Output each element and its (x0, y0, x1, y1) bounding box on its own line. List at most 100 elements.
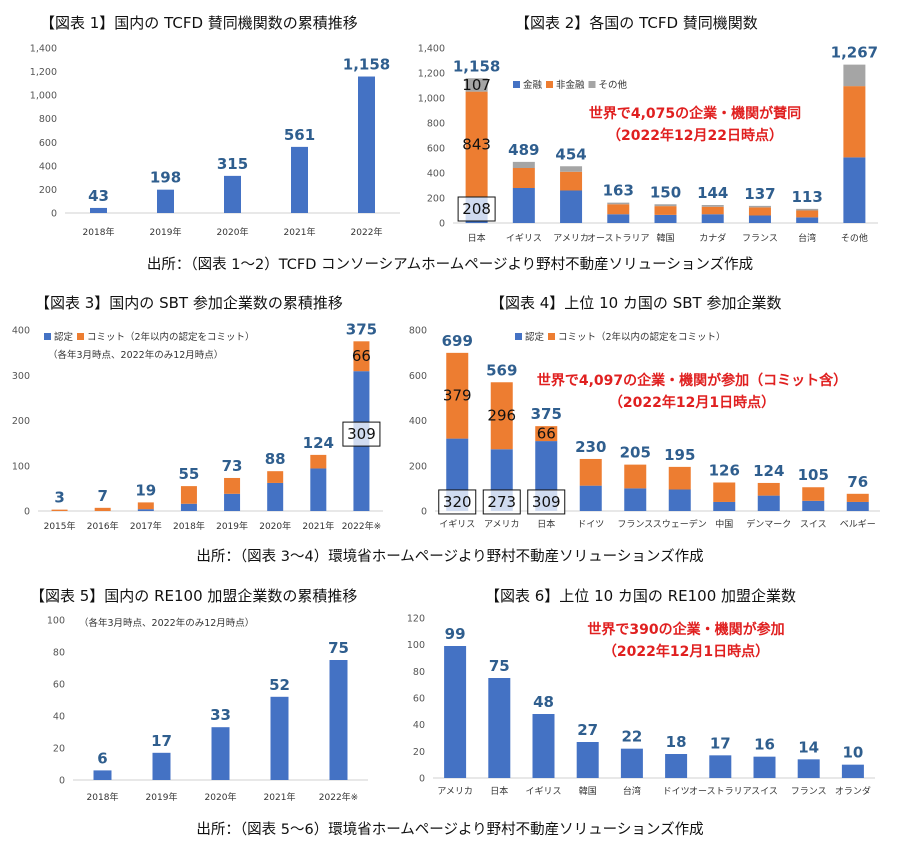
bar-segment (748, 207, 771, 216)
bar (620, 748, 643, 778)
x-tick-label: 日本 (468, 232, 486, 244)
legend-label: 認定 (525, 331, 545, 343)
data-label: 489 (508, 141, 539, 159)
bar-segment (267, 471, 284, 483)
bar (576, 742, 599, 778)
bar-segment (668, 489, 691, 511)
chart2-svg: 0 200 400 600 800 1,000 1,200 1,400 日本 イギリス アメリカオー… (418, 44, 878, 245)
annotation-text: 世界で4,075の企業・機関が賛同 (589, 105, 801, 122)
inner-label-box (527, 489, 566, 515)
x-tick-label: 韓国 (656, 233, 674, 244)
bar-segment (796, 217, 819, 223)
legend-swatch (77, 333, 84, 340)
y-tick-label: 120 (407, 614, 425, 625)
x-tick-label: 2022年※ (319, 791, 358, 803)
y-tick-label: 0 (59, 776, 65, 787)
data-label: 454 (555, 145, 586, 163)
bar-segment (802, 500, 825, 511)
bar (93, 770, 112, 780)
x-tick-label: アメリカ (437, 786, 473, 797)
bar-segment (446, 352, 469, 439)
y-tick-label: 0 (24, 507, 30, 518)
bar-segment (94, 507, 111, 511)
bar (797, 759, 820, 778)
legend-label: コミット（2年以内の認定をコミット） (558, 331, 726, 343)
inner-data-label: 309 (532, 493, 561, 511)
data-label: 16 (754, 736, 775, 754)
source-note-2: 出所：（図表 3～4）環境省ホームページより野村不動産ソリューションズ作成 (196, 549, 704, 565)
x-tick-label: アメリカ (553, 233, 589, 244)
chart2-title: 【図表 2】各国の TCFD 賛同機関数 (515, 14, 758, 32)
legend-swatch (546, 81, 553, 88)
chart4-svg: 0 200 400 600 800 イギリス アメリカ 日本 ドイツ フランス スウェーデン 中国 デン… (409, 326, 880, 530)
y-tick-label: 20 (413, 747, 425, 758)
legend-swatch (548, 333, 555, 340)
x-tick-label: スイス (751, 787, 778, 797)
bar (329, 660, 348, 780)
bar-segment (579, 458, 602, 486)
data-label: 48 (533, 693, 554, 711)
data-label: 17 (151, 732, 172, 750)
bar-segment (668, 466, 691, 490)
x-tick-label: その他 (841, 232, 868, 244)
annotation-text: （2022年12月1日時点） (603, 643, 769, 660)
x-tick-label: 2022年※ (342, 520, 381, 532)
y-tick-label: 600 (427, 144, 445, 155)
bar-segment (607, 214, 630, 223)
inner-data-label: 66 (537, 425, 556, 443)
inner-data-label: 843 (462, 135, 491, 153)
inner-data-label: 320 (443, 493, 472, 511)
x-tick-label: 中国 (715, 518, 733, 530)
x-tick-label: 2018年 (173, 520, 205, 532)
bar (90, 207, 107, 213)
data-label: 14 (798, 738, 819, 756)
bar (291, 146, 308, 213)
data-label: 699 (442, 332, 473, 350)
bar-segment (624, 464, 647, 489)
x-tick-label: フランス (791, 786, 827, 797)
x-tick-label: 2021年 (284, 226, 316, 238)
legend-label: 認定 (54, 331, 74, 343)
data-label: 27 (577, 721, 598, 739)
legend-label: その他 (599, 79, 628, 91)
x-tick-label: 2021年 (302, 520, 334, 532)
data-label: 6 (97, 749, 107, 767)
data-label: 105 (798, 466, 829, 484)
bar-segment (490, 382, 513, 450)
chart-note: （各年3月時点、2022年のみ12月時点） (79, 617, 254, 629)
bar-segment (713, 501, 736, 511)
annotation-text: 世界で4,097の企業・機関が参加（コミット含） (537, 372, 847, 389)
y-tick-label: 0 (421, 507, 427, 518)
chart6-title: 【図表 6】上位 10 カ国の RE100 加盟企業数 (485, 587, 797, 605)
x-tick-label: 2016年 (87, 520, 119, 532)
data-label: 99 (445, 625, 466, 643)
y-tick-label: 800 (39, 114, 57, 125)
chart5-title: 【図表 5】国内の RE100 加盟企業数の累積推移 (30, 587, 358, 605)
bar (152, 752, 171, 780)
data-label: 75 (489, 657, 510, 675)
chart-note: （各年3月時点、2022年のみ12月時点） (48, 349, 223, 361)
data-label: 33 (210, 706, 231, 724)
chart1-svg: 0 200 400 600 800 1,000 1,200 1,400 2018年 2019年 20… (30, 44, 400, 238)
x-tick-label: 2019年 (216, 520, 248, 532)
x-tick-label: オーストラリア (587, 233, 650, 244)
chart5-svg: 0 20 40 60 80 100 2018年 2019年 2020年 2021年 2022年※ 6 1… (47, 616, 368, 803)
bar-segment (512, 168, 535, 188)
bar (157, 189, 174, 213)
x-tick-label: 台湾 (623, 785, 641, 797)
annotation-text: （2022年12月22日時点） (607, 127, 783, 144)
data-label: 150 (650, 183, 681, 201)
x-tick-label: イギリス (439, 519, 475, 530)
inner-data-label: 107 (462, 76, 491, 94)
bar (753, 756, 776, 778)
bar-segment (843, 157, 866, 223)
y-tick-label: 80 (53, 648, 65, 659)
x-tick-label: 2022年 (351, 226, 383, 238)
legend-swatch (44, 333, 51, 340)
data-label: 75 (328, 639, 349, 657)
x-tick-label: 日本 (490, 785, 508, 797)
data-label: 88 (265, 450, 286, 468)
data-label: 73 (222, 457, 243, 475)
y-tick-label: 200 (12, 416, 30, 427)
data-label: 137 (744, 185, 775, 203)
